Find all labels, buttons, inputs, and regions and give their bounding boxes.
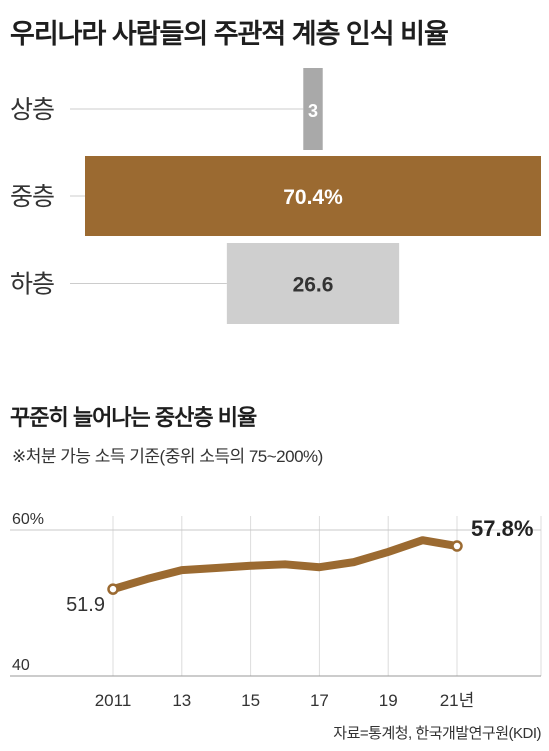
series-line [109,536,461,594]
bar-value-label: 3 [308,101,318,121]
data-point [451,540,463,552]
x-tick-label: 19 [379,691,398,710]
x-tick-label: 2011 [95,691,132,710]
x-tick-label: 17 [310,691,329,710]
category-label: 상층 [10,96,54,124]
class-perception-bar-chart: 상층 3 중층 70.4% 하층 26.6 [10,68,541,324]
bar [226,243,400,324]
y-tick-label: 60% [12,511,44,528]
x-tick-label: 15 [241,691,260,710]
start-value-label: 51.9 [66,594,105,616]
category-label: 중층 [10,183,54,211]
x-tick-label: 21년 [440,691,475,710]
data-point [107,583,119,595]
chart-note: ※처분 가능 소득 기준(중위 소득의 75~200%) [12,447,323,466]
bar-value-label: 70.4% [283,186,343,209]
bar-value-label: 26.6 [293,274,334,297]
bar [303,68,323,150]
chart-title-class: 우리나라 사람들의 주관적 계층 인식 비율 [10,19,449,49]
end-value-label: 57.8% [471,516,533,541]
source-note: 자료=통계청, 한국개발연구원(KDI) [333,725,541,742]
bar [85,156,541,236]
y-tick-label: 40 [12,657,30,674]
chart-title-middle-class: 꾸준히 늘어나는 중산층 비율 [10,405,257,430]
x-tick-label: 13 [172,691,191,710]
category-label: 하층 [10,271,54,299]
